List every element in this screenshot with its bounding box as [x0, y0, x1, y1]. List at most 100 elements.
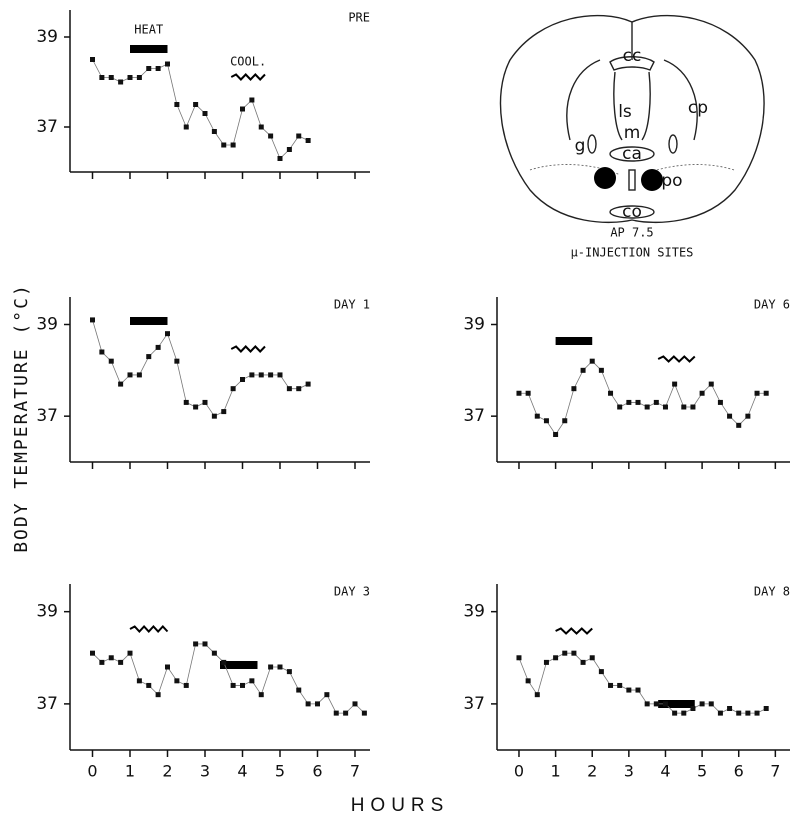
data-point — [736, 710, 742, 716]
data-point — [343, 710, 349, 716]
heat-bar — [658, 700, 695, 708]
data-point — [708, 701, 714, 707]
data-point — [763, 390, 769, 396]
data-point — [681, 710, 687, 716]
data-point — [571, 650, 577, 656]
data-point — [165, 331, 170, 337]
data-point — [727, 706, 733, 711]
data-point — [690, 706, 696, 711]
data-point — [108, 358, 114, 364]
data-point — [717, 399, 723, 405]
data-point — [258, 692, 264, 698]
data-point — [516, 655, 522, 661]
data-point — [635, 687, 641, 693]
data-point — [589, 358, 595, 364]
data-point — [240, 377, 245, 382]
data-point — [118, 381, 124, 387]
y-tick-label: 39 — [36, 315, 58, 335]
data-point — [108, 655, 114, 661]
data-point — [296, 687, 302, 693]
data-point — [608, 682, 614, 688]
data-point — [268, 664, 274, 670]
data-point — [90, 317, 95, 323]
diagram-label: co — [622, 202, 642, 222]
data-point — [736, 422, 742, 428]
x-tick-label: 2 — [162, 762, 172, 781]
data-point — [745, 413, 751, 419]
diagram-label: cc — [623, 46, 642, 66]
data-point — [99, 75, 105, 80]
data-point — [183, 124, 189, 130]
data-point — [202, 399, 208, 405]
y-tick-label: 39 — [36, 27, 58, 47]
data-point — [174, 102, 180, 107]
data-point — [525, 678, 531, 684]
data-point — [296, 386, 302, 392]
data-point — [221, 142, 227, 148]
x-tick-label: 1 — [125, 762, 135, 781]
data-point — [202, 641, 208, 647]
data-point — [562, 418, 568, 424]
x-tick-label: 4 — [237, 762, 247, 781]
x-tick-label: 4 — [660, 762, 670, 781]
data-point — [146, 354, 152, 360]
data-point — [183, 682, 189, 688]
data-point — [571, 386, 577, 392]
x-tick-label: 2 — [587, 762, 597, 781]
heat-bar — [130, 45, 168, 53]
data-point — [146, 66, 152, 71]
heat-bar — [130, 317, 168, 325]
data-point — [635, 399, 641, 405]
diagram-label: g — [575, 136, 586, 156]
data-point — [361, 710, 367, 716]
data-point — [99, 659, 105, 665]
diagram-label: ca — [622, 144, 642, 164]
data-point — [286, 669, 292, 675]
data-point — [305, 138, 311, 143]
data-point — [230, 142, 236, 148]
data-point — [553, 432, 559, 437]
data-point — [562, 650, 568, 656]
series-line — [92, 59, 309, 160]
x-tick-label: 5 — [697, 762, 707, 781]
data-point — [352, 701, 358, 707]
data-point — [516, 390, 522, 396]
data-point — [277, 664, 283, 670]
x-tick-label: 5 — [275, 762, 285, 781]
data-point — [617, 682, 623, 688]
heat-label: HEAT — [134, 23, 163, 37]
data-point — [315, 701, 320, 707]
data-point — [708, 381, 714, 387]
panel-title: DAY 6 — [754, 298, 790, 312]
data-point — [305, 701, 311, 707]
data-point — [127, 372, 133, 378]
cool-label: COOL. — [230, 55, 266, 69]
data-point — [598, 669, 604, 675]
y-tick-label: 37 — [36, 117, 58, 137]
data-point — [136, 678, 142, 684]
heat-bar — [220, 661, 258, 669]
data-point — [589, 655, 595, 661]
data-point — [580, 367, 586, 373]
data-point — [211, 650, 217, 656]
panel-title: DAY 8 — [754, 585, 790, 599]
data-point — [543, 418, 549, 424]
data-point — [230, 682, 236, 688]
data-point — [174, 358, 180, 364]
y-tick-label: 37 — [36, 694, 58, 714]
data-point — [681, 404, 687, 410]
data-point — [626, 399, 632, 405]
data-point — [165, 61, 170, 67]
data-point — [258, 372, 264, 378]
data-point — [127, 650, 133, 656]
heat-bar — [555, 337, 593, 345]
data-point — [155, 344, 161, 350]
data-point — [672, 710, 678, 716]
data-point — [553, 655, 559, 661]
data-point — [305, 381, 311, 387]
data-point — [146, 682, 152, 688]
series-line — [92, 319, 309, 417]
data-point — [672, 381, 678, 387]
diagram-label: po — [661, 171, 682, 191]
data-point — [155, 66, 161, 71]
